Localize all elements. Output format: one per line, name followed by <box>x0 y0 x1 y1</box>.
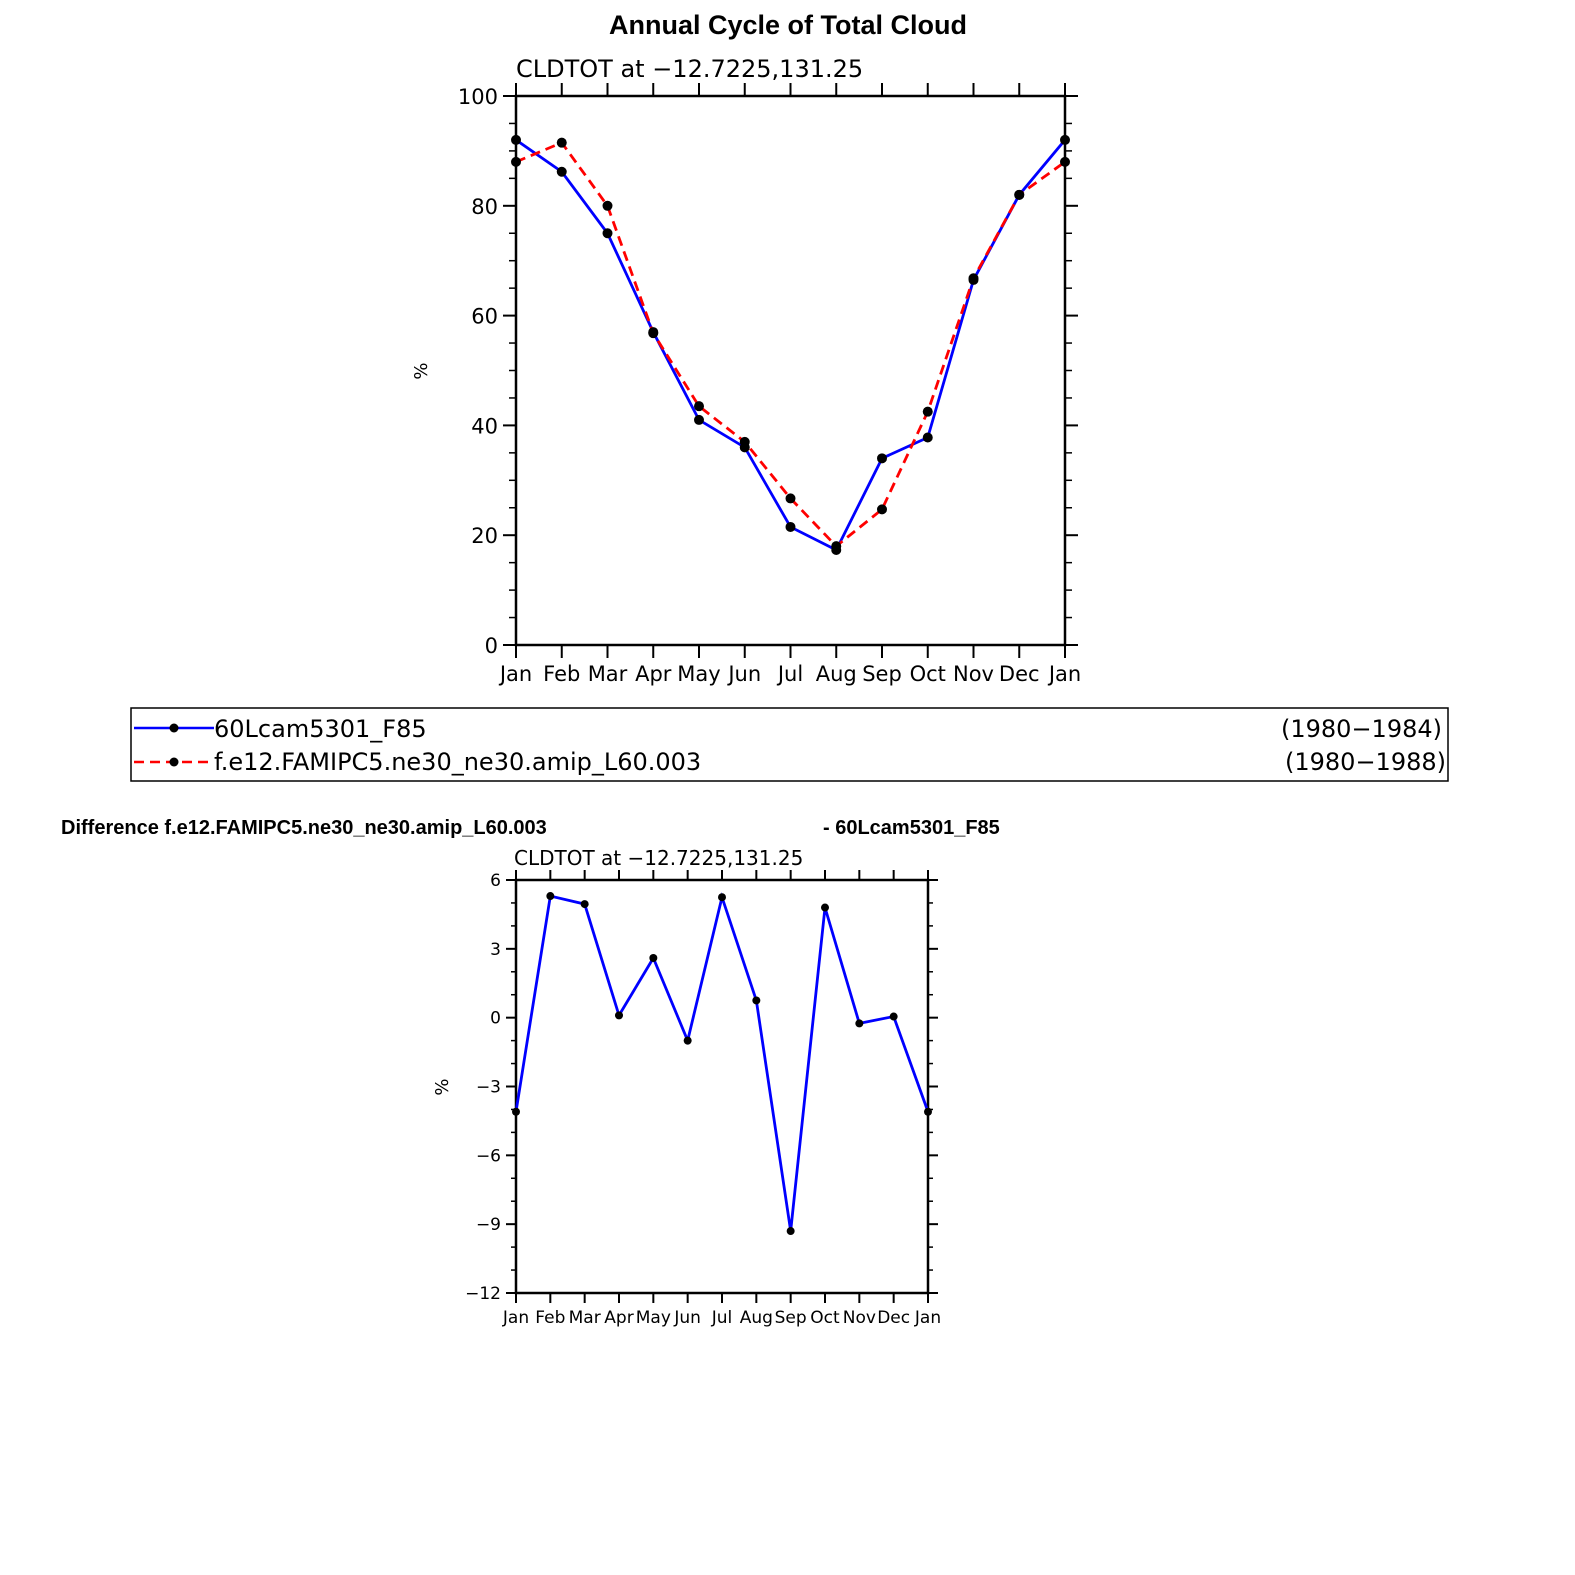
x-tick-label: Mar <box>569 1308 601 1328</box>
series-line-1 <box>515 138 1067 552</box>
series-line-1 <box>514 892 930 1232</box>
series-line-2 <box>515 140 1066 549</box>
x-tick-label: Sep <box>775 1308 807 1328</box>
data-point-series-1 <box>694 414 704 425</box>
data-point-series-1 <box>922 432 933 443</box>
data-point-series-2 <box>785 493 796 504</box>
plot-frame <box>514 878 930 1295</box>
x-tick-label: Jun <box>726 662 761 686</box>
data-point-series-1 <box>649 954 658 963</box>
x-tick-label: Dec <box>999 662 1040 686</box>
y-tick-label: 80 <box>471 195 498 219</box>
legend-box <box>130 707 1449 782</box>
y-tick-label: −12 <box>465 1284 501 1304</box>
main-chart-title: Annual Cycle of Total Cloud <box>609 10 967 40</box>
data-point-series-2 <box>511 156 521 167</box>
x-tick-label: Jan <box>502 1308 529 1328</box>
x-tick-label: Feb <box>543 662 580 686</box>
y-tick-label: 3 <box>490 940 501 960</box>
data-point-series-1 <box>512 1107 520 1116</box>
diff-chart-subtitle: CLDTOT at −12.7225,131.25 <box>514 846 803 870</box>
x-tick-label: Oct <box>810 1308 840 1328</box>
data-point-series-1 <box>615 1011 623 1020</box>
x-tick-label: Nov <box>953 662 994 686</box>
y-tick-label: 6 <box>490 871 501 891</box>
diff-chart-title-right: - 60Lcam5301_F85 <box>823 817 1000 839</box>
data-point-series-2 <box>877 504 887 515</box>
x-tick-label: Jan <box>914 1308 941 1328</box>
y-tick-label: −9 <box>476 1215 501 1235</box>
y-tick-label: −6 <box>476 1146 501 1166</box>
diff-plot: −12 −9 −6 −3 0 3 6 Jan Feb Mar Apr May Jun Jul Aug Sep O… <box>465 870 941 1328</box>
main-plot: 0 20 40 60 80 100 Jan Feb Mar Apr May Jun Jul Aug Sep O… <box>458 83 1081 686</box>
data-point-series-1 <box>683 1036 692 1045</box>
x-tick-label: May <box>636 1308 671 1328</box>
data-point-series-2 <box>556 137 567 148</box>
data-point-series-2 <box>694 401 704 412</box>
x-tick-label: Jan <box>498 662 532 686</box>
data-point-series-2 <box>922 406 933 417</box>
data-point-series-2 <box>1060 156 1070 167</box>
y-tick-label: 100 <box>458 85 498 109</box>
data-point-series-1 <box>580 900 589 909</box>
data-point-series-1 <box>718 893 726 902</box>
x-tick-label: Feb <box>535 1308 565 1328</box>
data-point-series-2 <box>739 436 750 447</box>
x-tick-label: May <box>677 662 720 686</box>
x-tick-label: Apr <box>604 1308 633 1328</box>
x-tick-label: Dec <box>877 1308 910 1328</box>
legend-label-series-1: 60Lcam5301_F85 <box>214 715 427 743</box>
y-tick-label: −3 <box>476 1078 501 1098</box>
data-point-series-2 <box>1014 189 1025 200</box>
data-point-series-2 <box>968 273 979 284</box>
legend-marker-series-1 <box>169 723 179 733</box>
x-tick-label: Aug <box>816 662 857 686</box>
x-tick-label: Jul <box>776 662 803 686</box>
main-y-axis-label: % <box>411 362 432 379</box>
data-point-series-2 <box>648 328 659 339</box>
legend-years-series-2: (1980−1988) <box>1285 748 1446 776</box>
data-point-series-1 <box>821 903 829 912</box>
data-point-series-1 <box>855 1019 864 1028</box>
x-tick-label: Nov <box>843 1308 876 1328</box>
data-point-series-2 <box>831 541 842 552</box>
legend-label-series-2: f.e12.FAMIPC5.ne30_ne30.amip_L60.003 <box>214 748 701 776</box>
x-tick-label: Oct <box>910 662 946 686</box>
x-tick-label: Sep <box>862 662 902 686</box>
data-point-series-1 <box>889 1012 898 1021</box>
diff-chart-title-left: Difference f.e12.FAMIPC5.ne30_ne30.amip_… <box>61 817 547 839</box>
diff-y-axis-label: % <box>432 1078 453 1095</box>
x-tick-label: Jan <box>1047 662 1081 686</box>
x-tick-label: Jun <box>673 1308 701 1328</box>
main-chart-subtitle: CLDTOT at −12.7225,131.25 <box>516 55 863 83</box>
data-point-series-1 <box>785 521 796 532</box>
y-tick-label: 0 <box>490 1009 501 1029</box>
data-point-series-1 <box>924 1107 932 1116</box>
plot-frame <box>514 94 1067 647</box>
legend-years-series-1: (1980−1984) <box>1281 715 1442 743</box>
x-tick-label: Jul <box>711 1308 733 1328</box>
x-tick-label: Aug <box>740 1308 773 1328</box>
data-point-series-1 <box>602 228 613 239</box>
legend-marker-series-2 <box>169 757 179 767</box>
data-point-series-1 <box>556 166 567 177</box>
data-point-series-1 <box>752 996 761 1005</box>
data-point-series-1 <box>786 1227 795 1236</box>
data-point-series-1 <box>1060 134 1070 145</box>
y-tick-label: 0 <box>485 634 498 658</box>
x-tick-label: Apr <box>635 662 672 686</box>
y-tick-label: 60 <box>471 305 498 329</box>
data-point-series-1 <box>511 134 521 145</box>
x-tick-label: Mar <box>588 662 628 686</box>
data-point-series-2 <box>602 200 613 211</box>
y-tick-label: 40 <box>471 414 498 438</box>
data-point-series-1 <box>877 453 887 464</box>
y-tick-label: 20 <box>471 524 498 548</box>
data-point-series-1 <box>546 892 555 901</box>
